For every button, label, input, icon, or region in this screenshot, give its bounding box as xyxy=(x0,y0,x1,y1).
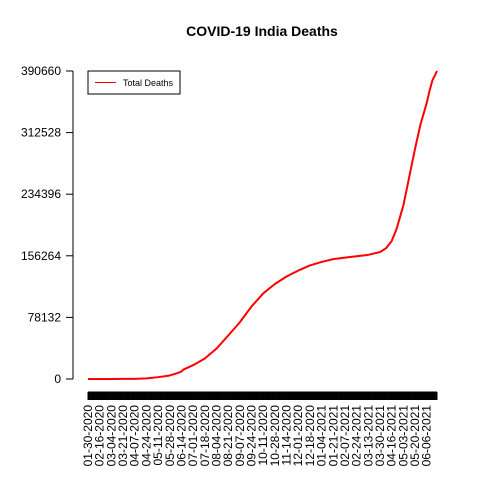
x-tick-label: 12-18-2020 xyxy=(303,405,317,467)
y-tick-label: 234396 xyxy=(21,187,61,201)
x-tick-label: 09-07-2020 xyxy=(233,405,247,467)
x-tick-label: 06-06-2021 xyxy=(420,405,434,467)
legend-box xyxy=(87,70,181,95)
x-tick-label: 05-03-2021 xyxy=(396,405,410,467)
y-tick-label: 0 xyxy=(54,372,61,386)
x-tick-label: 07-18-2020 xyxy=(198,405,212,467)
x-tick-label: 10-11-2020 xyxy=(256,405,270,466)
x-tick-label: 01-21-2021 xyxy=(326,405,340,467)
x-tick-label: 04-24-2020 xyxy=(139,405,153,467)
series-line-total-deaths xyxy=(88,70,438,380)
chart-title: COVID-19 India Deaths xyxy=(186,23,338,39)
x-tick-label: 08-21-2020 xyxy=(221,405,235,467)
x-tick-label: 09-24-2020 xyxy=(245,405,259,467)
x-tick-label: 08-04-2020 xyxy=(209,405,223,467)
x-tick-label: 05-20-2021 xyxy=(408,405,422,467)
x-tick-label: 10-28-2020 xyxy=(268,405,282,467)
y-tick-label: 156264 xyxy=(21,249,61,263)
legend-label-total-deaths: Total Deaths xyxy=(123,78,174,88)
y-axis: 0 78132 156264 234396 312528 390660 xyxy=(21,64,74,386)
x-tick-label: 03-21-2020 xyxy=(116,405,130,467)
legend: Total Deaths xyxy=(87,70,181,95)
x-tick-label: 05-11-2020 xyxy=(151,405,165,466)
x-tick-label: 03-04-2020 xyxy=(104,405,118,467)
x-tick-label: 03-30-2021 xyxy=(373,405,387,467)
x-axis: 01-30-202002-16-202003-04-202003-21-2020… xyxy=(81,391,438,467)
x-tick-label: 02-16-2020 xyxy=(93,405,107,467)
x-tick-label: 03-13-2021 xyxy=(361,405,375,467)
x-tick-label: 12-01-2020 xyxy=(291,405,305,467)
y-tick-label: 78132 xyxy=(28,310,62,324)
x-tick-label: 06-14-2020 xyxy=(174,405,188,467)
x-tick-label: 05-28-2020 xyxy=(163,405,177,467)
x-tick-label: 04-16-2021 xyxy=(385,405,399,467)
x-tick-label: 04-07-2020 xyxy=(128,405,142,467)
x-tick-label: 11-14-2020 xyxy=(280,405,294,466)
x-tick-label: 07-01-2020 xyxy=(186,405,200,467)
series-layer xyxy=(88,70,438,380)
y-tick-label: 312528 xyxy=(21,126,61,140)
x-tick-label: 01-30-2020 xyxy=(81,405,95,467)
x-tick-label: 02-24-2021 xyxy=(350,405,364,467)
y-tick-label: 390660 xyxy=(21,64,61,78)
x-tick-label: 01-04-2021 xyxy=(315,405,329,467)
x-tick-label: 02-07-2021 xyxy=(338,405,352,467)
